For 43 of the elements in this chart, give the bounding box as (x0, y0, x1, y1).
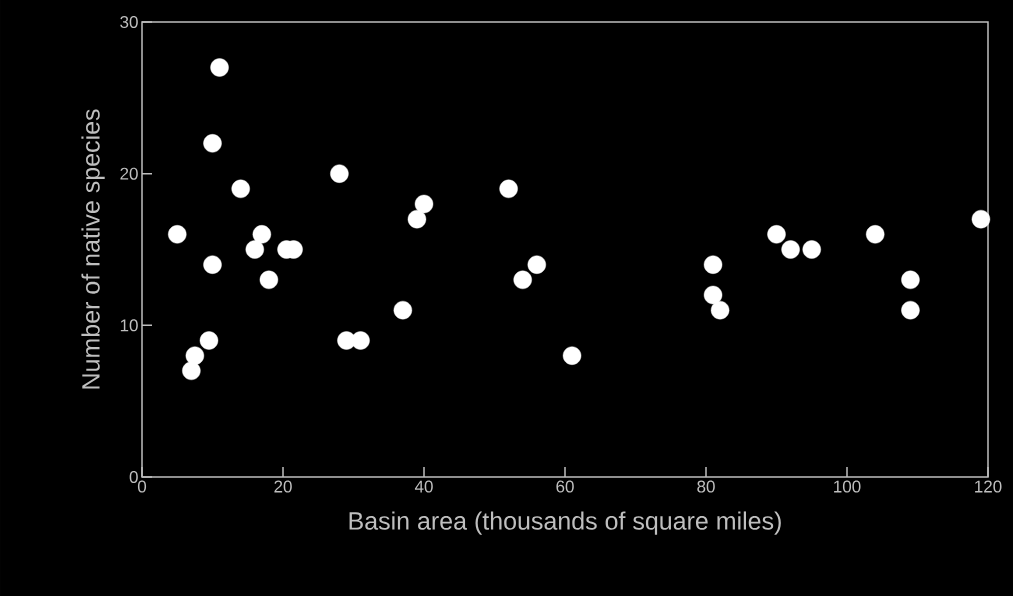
point (414, 194, 434, 214)
point (407, 209, 427, 229)
point (781, 240, 800, 259)
point (710, 300, 730, 320)
point (168, 225, 187, 244)
point (210, 58, 229, 77)
point (259, 270, 279, 290)
point (252, 225, 272, 244)
x-tick-label: 20 (274, 480, 292, 493)
point (802, 240, 821, 259)
x-axis-title: Basin area (thousands of square miles) (349, 511, 781, 535)
point (182, 361, 201, 381)
x-tick-label: 0 (137, 480, 147, 493)
x-tick-label: 60 (556, 480, 574, 493)
point (901, 270, 920, 290)
x-tick-label: 80 (697, 480, 715, 493)
x-tick-label: 100 (834, 480, 861, 493)
y-tick-label: 30 (120, 15, 138, 29)
point (562, 346, 582, 365)
y-tick-label: 10 (120, 319, 138, 332)
y-tick-label: 0 (129, 470, 138, 484)
point (971, 209, 991, 229)
point (203, 134, 222, 153)
point (351, 331, 370, 350)
point (199, 331, 219, 350)
point (901, 300, 920, 320)
x-tick-label: 40 (414, 480, 433, 493)
point (866, 225, 885, 244)
point (231, 179, 250, 199)
y-axis-title: Number of native species (81, 109, 105, 389)
point (499, 179, 518, 199)
point (513, 270, 532, 290)
point (767, 225, 786, 244)
y-tick-label: 20 (120, 167, 138, 180)
point (185, 346, 205, 365)
point (330, 164, 349, 183)
point (703, 285, 723, 305)
point (245, 240, 264, 259)
point (393, 300, 413, 320)
point (703, 255, 723, 274)
point (527, 255, 546, 274)
point (203, 255, 222, 274)
x-tick-label: 120 (975, 480, 1002, 493)
